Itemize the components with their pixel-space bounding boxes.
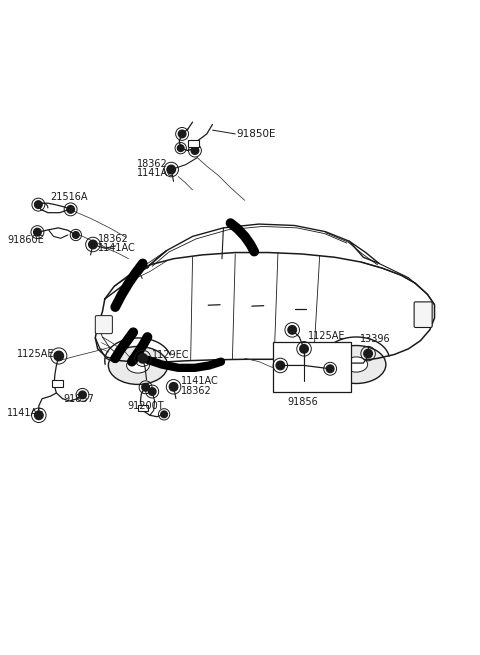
Circle shape bbox=[169, 383, 178, 391]
Bar bbox=[137, 405, 148, 411]
Text: 1141AC: 1141AC bbox=[97, 243, 135, 253]
Text: 18362: 18362 bbox=[97, 234, 129, 244]
FancyBboxPatch shape bbox=[96, 316, 112, 333]
Text: 91200T: 91200T bbox=[127, 401, 164, 411]
Text: 18362: 18362 bbox=[137, 159, 168, 169]
Circle shape bbox=[35, 411, 43, 420]
Circle shape bbox=[276, 361, 285, 369]
Ellipse shape bbox=[127, 358, 149, 373]
Circle shape bbox=[54, 351, 63, 361]
Text: 1125AE: 1125AE bbox=[17, 348, 55, 358]
Text: 1141AC: 1141AC bbox=[180, 376, 218, 386]
Text: 91857: 91857 bbox=[63, 394, 95, 403]
Circle shape bbox=[79, 391, 86, 399]
Ellipse shape bbox=[108, 346, 168, 384]
Text: 1141AE: 1141AE bbox=[7, 408, 44, 418]
Text: 91850E: 91850E bbox=[236, 129, 276, 139]
Circle shape bbox=[34, 229, 41, 236]
Text: 21516A: 21516A bbox=[50, 191, 88, 202]
Circle shape bbox=[89, 240, 97, 249]
Circle shape bbox=[167, 165, 176, 174]
Circle shape bbox=[326, 365, 334, 373]
Ellipse shape bbox=[345, 357, 368, 372]
Circle shape bbox=[178, 145, 184, 151]
Circle shape bbox=[161, 411, 168, 418]
Ellipse shape bbox=[326, 346, 386, 383]
FancyBboxPatch shape bbox=[414, 302, 432, 328]
Circle shape bbox=[72, 232, 79, 238]
Circle shape bbox=[300, 345, 308, 353]
Circle shape bbox=[138, 354, 147, 363]
Circle shape bbox=[191, 147, 199, 155]
Text: 1125AE: 1125AE bbox=[308, 331, 345, 341]
Text: 13396: 13396 bbox=[360, 334, 391, 345]
Circle shape bbox=[142, 383, 149, 391]
Text: 1129EC: 1129EC bbox=[152, 350, 190, 360]
Circle shape bbox=[364, 349, 372, 358]
Text: 18362: 18362 bbox=[180, 386, 212, 396]
Bar bbox=[52, 380, 63, 387]
Circle shape bbox=[35, 201, 42, 208]
Bar bbox=[273, 342, 351, 392]
Circle shape bbox=[148, 388, 156, 396]
Circle shape bbox=[179, 130, 186, 138]
Bar bbox=[188, 140, 199, 147]
Circle shape bbox=[67, 206, 74, 213]
Text: 1141AC: 1141AC bbox=[137, 168, 175, 178]
Text: 91860E: 91860E bbox=[8, 234, 44, 245]
Circle shape bbox=[288, 326, 297, 334]
Text: 91856: 91856 bbox=[288, 397, 318, 407]
